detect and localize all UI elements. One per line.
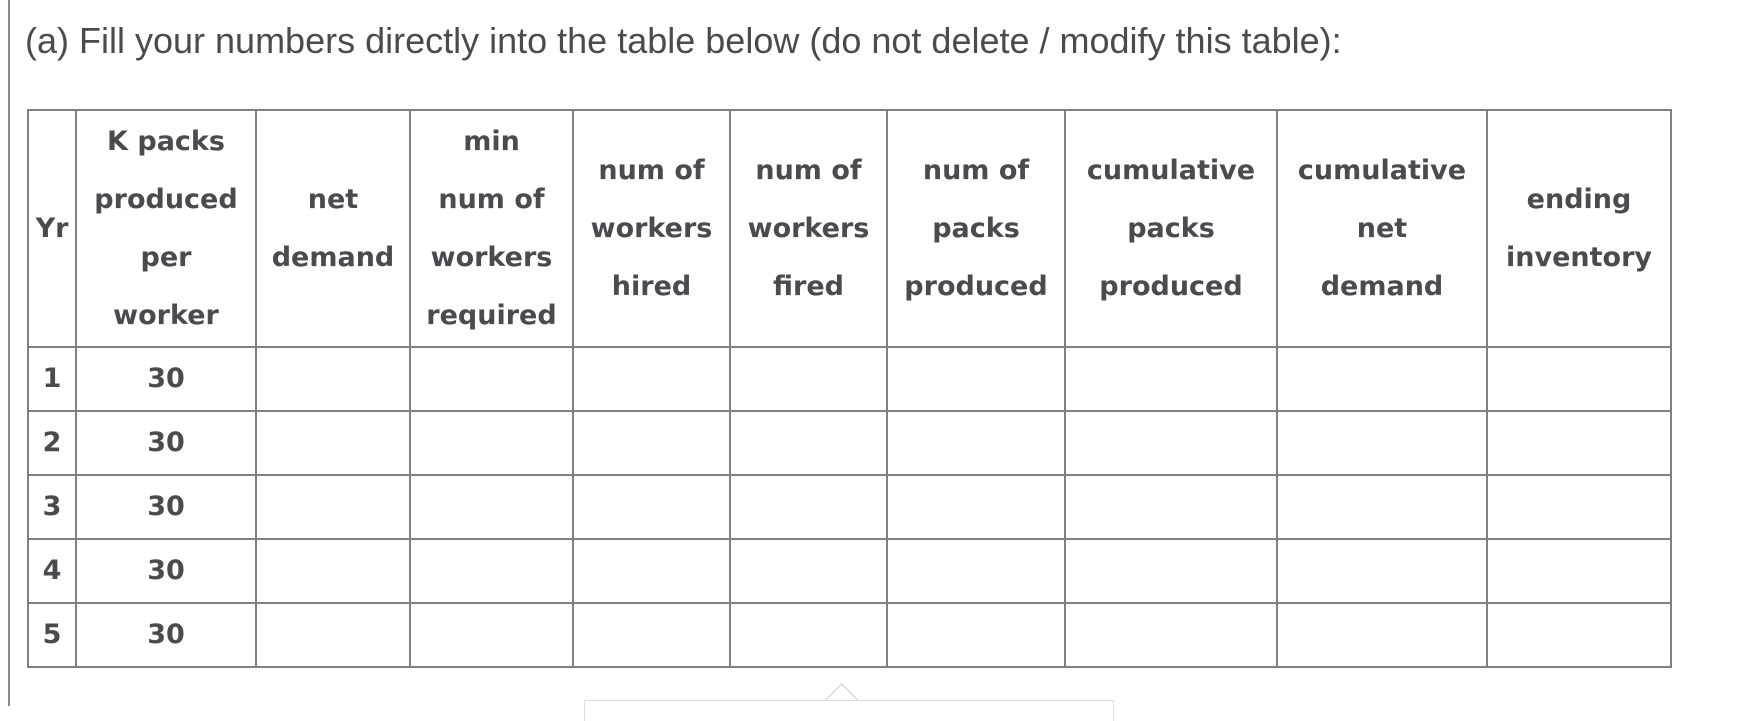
column-header: num of packs produced — [886, 109, 1066, 348]
answer-cell[interactable] — [572, 474, 731, 540]
answer-cell[interactable] — [572, 538, 731, 604]
answer-cell[interactable] — [729, 410, 888, 476]
column-header-text: demand — [1320, 270, 1444, 302]
column-header-text: K packs — [107, 125, 225, 157]
column-header-text: required — [426, 299, 557, 331]
column-header-text: ending — [1526, 183, 1632, 215]
year-cell: 4 — [27, 538, 77, 604]
answer-cell[interactable] — [886, 602, 1066, 668]
table-row: 4 30 — [27, 538, 1672, 604]
column-header: net demand — [255, 109, 411, 348]
column-header-text: cumulative — [1086, 154, 1256, 186]
answer-cell[interactable] — [1276, 602, 1488, 668]
instruction-text: (a) Fill your numbers directly into the … — [25, 20, 1342, 61]
answer-cell[interactable] — [1064, 602, 1278, 668]
column-header-text: produced — [94, 183, 238, 215]
left-border — [8, 0, 10, 706]
answer-cell[interactable] — [255, 538, 411, 604]
answer-cell[interactable] — [409, 346, 574, 412]
column-header-text: produced — [904, 270, 1048, 302]
answer-cell[interactable] — [886, 410, 1066, 476]
answer-cell[interactable] — [886, 538, 1066, 604]
answer-cell[interactable] — [572, 602, 731, 668]
header-row: Yr K packs produced per worker net demand min nu… — [27, 109, 1672, 348]
column-header-text: num of — [438, 183, 545, 215]
packs-per-worker-cell: 30 — [75, 346, 257, 412]
answer-cell[interactable] — [729, 474, 888, 540]
answer-cell[interactable] — [1064, 346, 1278, 412]
answer-cell[interactable] — [1064, 538, 1278, 604]
column-header-text: per — [140, 241, 192, 273]
column-header: num of workers fired — [729, 109, 888, 348]
answer-cell[interactable] — [409, 474, 574, 540]
answer-cell[interactable] — [1276, 474, 1488, 540]
column-header-text: net — [1356, 212, 1408, 244]
answer-cell[interactable] — [409, 602, 574, 668]
column-header-text: min — [463, 125, 520, 157]
column-header: K packs produced per worker — [75, 109, 257, 348]
answer-cell[interactable] — [1486, 602, 1672, 668]
column-header-text: produced — [1099, 270, 1243, 302]
answer-cell[interactable] — [572, 346, 731, 412]
answer-cell[interactable] — [1276, 410, 1488, 476]
answer-table: Yr K packs produced per worker net demand min nu… — [27, 109, 1672, 668]
answer-cell[interactable] — [1064, 410, 1278, 476]
table-row: 3 30 — [27, 474, 1672, 540]
column-header-text: hired — [611, 270, 692, 302]
year-cell: 1 — [27, 346, 77, 412]
packs-per-worker-cell: 30 — [75, 602, 257, 668]
popover — [584, 700, 1114, 721]
answer-cell[interactable] — [729, 538, 888, 604]
packs-per-worker-cell: 30 — [75, 410, 257, 476]
column-header-text: worker — [113, 299, 219, 331]
column-header: cumulative packs produced — [1064, 109, 1278, 348]
column-header-text: num of — [922, 154, 1030, 186]
column-header: num of workers hired — [572, 109, 731, 348]
column-header-text: net — [307, 183, 359, 215]
answer-cell[interactable] — [729, 346, 888, 412]
answer-cell[interactable] — [1486, 346, 1672, 412]
year-cell: 3 — [27, 474, 77, 540]
answer-cell[interactable] — [1276, 538, 1488, 604]
column-header-text: num of — [598, 154, 705, 186]
answer-cell[interactable] — [255, 410, 411, 476]
answer-cell[interactable] — [1486, 538, 1672, 604]
table-row: 1 30 — [27, 346, 1672, 412]
answer-cell[interactable] — [886, 346, 1066, 412]
answer-cell[interactable] — [572, 410, 731, 476]
answer-cell[interactable] — [1486, 410, 1672, 476]
column-header: ending inventory — [1486, 109, 1672, 348]
answer-cell[interactable] — [886, 474, 1066, 540]
column-header-text: Yr — [35, 212, 69, 244]
column-header-text: num of — [755, 154, 862, 186]
answer-cell[interactable] — [409, 410, 574, 476]
year-cell: 2 — [27, 410, 77, 476]
answer-cell[interactable] — [1064, 474, 1278, 540]
answer-cell[interactable] — [409, 538, 574, 604]
column-header-text: workers — [747, 212, 870, 244]
column-header-text: fired — [773, 270, 844, 302]
answer-cell[interactable] — [1276, 346, 1488, 412]
column-header-text: inventory — [1506, 241, 1652, 273]
answer-cell[interactable] — [1486, 474, 1672, 540]
column-header-text: workers — [590, 212, 713, 244]
answer-cell[interactable] — [255, 602, 411, 668]
answer-cell[interactable] — [729, 602, 888, 668]
year-cell: 5 — [27, 602, 77, 668]
column-header-text: packs — [1127, 212, 1215, 244]
column-header-text: packs — [932, 212, 1020, 244]
packs-per-worker-cell: 30 — [75, 474, 257, 540]
column-header: min num of workers required — [409, 109, 574, 348]
answer-cell[interactable] — [255, 346, 411, 412]
table-row: 5 30 — [27, 602, 1672, 668]
answer-cell[interactable] — [255, 474, 411, 540]
packs-per-worker-cell: 30 — [75, 538, 257, 604]
column-header: Yr — [27, 109, 77, 348]
column-header-text: demand — [271, 241, 395, 273]
column-header-text: workers — [430, 241, 553, 273]
column-header-text: cumulative — [1297, 154, 1467, 186]
table-row: 2 30 — [27, 410, 1672, 476]
column-header: cumulative net demand — [1276, 109, 1488, 348]
